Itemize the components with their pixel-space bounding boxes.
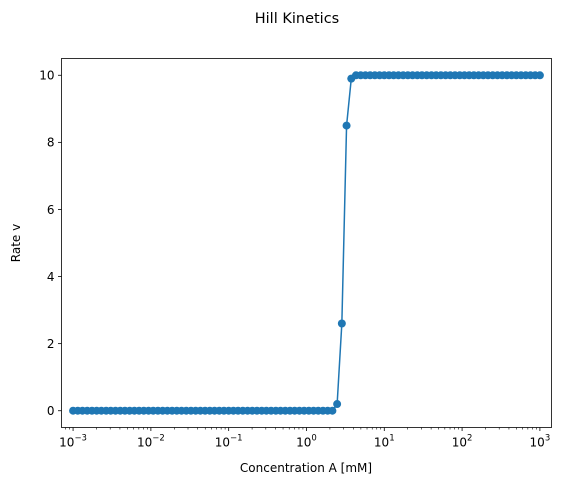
data-point xyxy=(535,71,544,80)
x-tick-label: 10−3 xyxy=(59,434,87,450)
x-tick-label: 101 xyxy=(374,434,395,450)
data-point xyxy=(342,121,351,130)
y-tick-label: 10 xyxy=(39,69,54,83)
x-tick-label: 100 xyxy=(296,434,317,450)
series-line xyxy=(73,74,540,412)
chart-title: Hill Kinetics xyxy=(255,11,340,27)
data-point xyxy=(328,406,337,415)
x-tick-label: 102 xyxy=(452,434,473,450)
plot-frame xyxy=(61,58,552,428)
plot-series xyxy=(69,71,544,415)
y-axis-ticks: 0 2 4 6 8 10 xyxy=(39,69,62,418)
x-tick-label: 103 xyxy=(530,434,551,450)
x-axis-ticks: 10−3 10−2 10−1 100 101 102 103 xyxy=(59,427,551,450)
y-tick-label: 0 xyxy=(47,404,55,418)
data-point xyxy=(337,319,346,328)
y-tick-label: 8 xyxy=(47,136,55,150)
y-tick-label: 6 xyxy=(47,203,55,217)
y-axis-label: Rate v xyxy=(9,224,23,262)
x-tick-label: 10−1 xyxy=(215,434,243,450)
x-axis-label: Concentration A [mM] xyxy=(240,461,372,475)
y-tick-label: 4 xyxy=(47,270,55,284)
x-tick-label: 10−2 xyxy=(137,434,165,450)
y-tick-label: 2 xyxy=(47,337,55,351)
data-point xyxy=(333,400,342,409)
